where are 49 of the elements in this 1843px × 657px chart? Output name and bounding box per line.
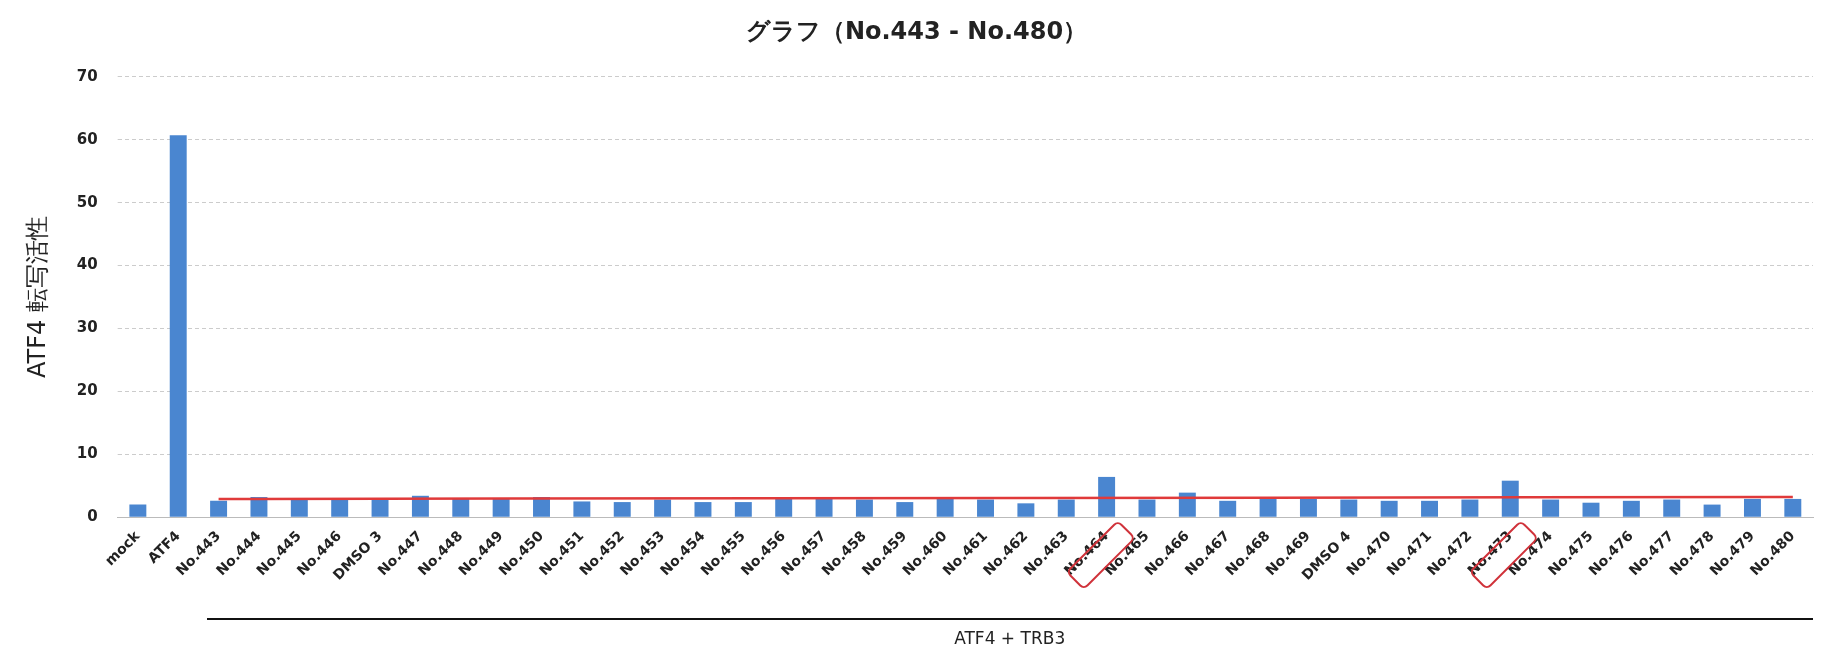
bar — [1421, 500, 1439, 517]
y-tick-label: 40 — [76, 255, 98, 274]
bar — [977, 499, 994, 517]
text: ATF4 + TRB3 — [954, 628, 1066, 648]
y-tick-label: 10 — [76, 444, 98, 463]
y-tick-label: 30 — [76, 318, 98, 337]
bar — [815, 497, 833, 517]
bar — [694, 502, 712, 517]
y-tick-label: 70 — [76, 66, 98, 85]
bar — [1743, 498, 1761, 517]
bar — [1178, 492, 1196, 517]
bar — [1219, 500, 1237, 517]
bar — [452, 498, 470, 517]
bar — [1340, 499, 1358, 517]
bar — [1017, 503, 1035, 517]
bar — [492, 498, 510, 517]
bar — [613, 502, 631, 517]
bar — [1461, 499, 1479, 517]
y-tick-label: 50 — [76, 192, 98, 211]
bar — [1057, 499, 1075, 517]
bar — [1784, 498, 1802, 517]
y-tick-label: 20 — [76, 381, 98, 400]
bar — [1582, 502, 1600, 517]
bar — [1380, 500, 1398, 517]
bar — [331, 498, 349, 517]
bar — [1663, 499, 1681, 517]
bar — [1501, 480, 1519, 517]
bar — [1299, 498, 1317, 517]
bar — [1542, 499, 1560, 517]
chart-title: グラフ（No.443 - No.480） — [745, 16, 1088, 45]
bar — [1138, 499, 1156, 517]
bar — [654, 499, 672, 517]
bar — [129, 504, 147, 517]
bar — [734, 502, 752, 517]
bar — [1703, 504, 1721, 517]
bar — [371, 498, 389, 517]
bar — [855, 499, 873, 517]
bar — [936, 498, 954, 517]
bar — [1259, 498, 1277, 517]
bar — [1622, 500, 1640, 517]
bar — [210, 500, 228, 517]
y-tick-label: 0 — [87, 507, 98, 526]
bar — [169, 135, 187, 517]
bar — [1098, 476, 1116, 517]
bar — [573, 501, 591, 517]
y-axis-title: ATF4 転写活性 — [22, 216, 51, 378]
y-tick-label: 60 — [76, 129, 98, 148]
bar — [775, 498, 793, 517]
bar — [896, 502, 914, 517]
